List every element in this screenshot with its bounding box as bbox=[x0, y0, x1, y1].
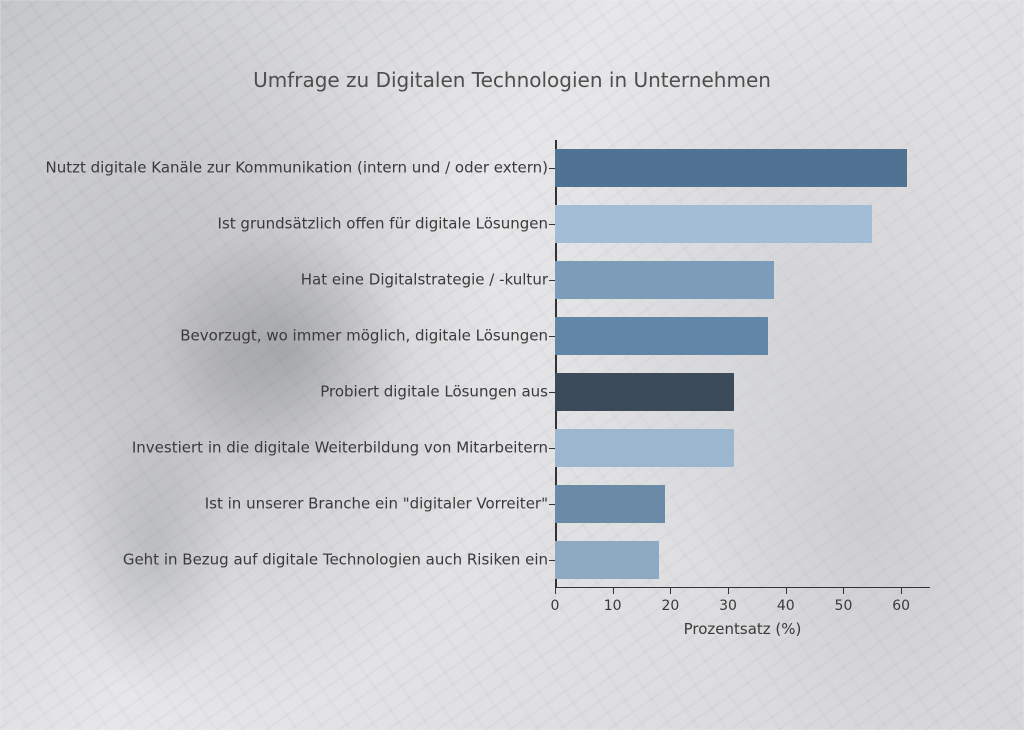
bar bbox=[555, 205, 872, 243]
x-tick bbox=[786, 588, 787, 594]
x-tick-label: 0 bbox=[551, 598, 560, 614]
x-tick-label: 40 bbox=[777, 598, 795, 614]
y-axis-category-label: Nutzt digitale Kanäle zur Kommunikation … bbox=[8, 159, 548, 176]
y-axis-category-label: Geht in Bezug auf digitale Technologien … bbox=[8, 551, 548, 568]
y-axis-category-label: Ist grundsätzlich offen für digitale Lös… bbox=[8, 215, 548, 232]
y-axis-category-label: Ist in unserer Branche ein "digitaler Vo… bbox=[8, 495, 548, 512]
bar bbox=[555, 541, 659, 579]
y-tick bbox=[549, 448, 555, 449]
y-tick bbox=[549, 280, 555, 281]
bar bbox=[555, 317, 768, 355]
x-tick bbox=[728, 588, 729, 594]
x-tick-label: 60 bbox=[892, 598, 910, 614]
y-tick bbox=[549, 504, 555, 505]
x-tick bbox=[670, 588, 671, 594]
plot-area: Prozentsatz (%) 0102030405060 bbox=[555, 140, 930, 588]
y-axis-category-label: Hat eine Digitalstrategie / -kultur bbox=[8, 271, 548, 288]
y-tick bbox=[549, 168, 555, 169]
chart-title: Umfrage zu Digitalen Technologien in Unt… bbox=[0, 68, 1024, 92]
x-axis-line bbox=[555, 587, 930, 589]
bar bbox=[555, 261, 774, 299]
x-tick bbox=[555, 588, 556, 594]
x-tick bbox=[901, 588, 902, 594]
bar bbox=[555, 429, 734, 467]
y-axis-category-label: Bevorzugt, wo immer möglich, digitale Lö… bbox=[8, 327, 548, 344]
x-tick-label: 30 bbox=[719, 598, 737, 614]
y-axis-category-label: Probiert digitale Lösungen aus bbox=[8, 383, 548, 400]
x-tick-label: 10 bbox=[604, 598, 622, 614]
x-tick bbox=[843, 588, 844, 594]
y-axis-category-label: Investiert in die digitale Weiterbildung… bbox=[8, 439, 548, 456]
y-tick bbox=[549, 392, 555, 393]
x-tick bbox=[613, 588, 614, 594]
chart-container: Umfrage zu Digitalen Technologien in Unt… bbox=[0, 0, 1024, 730]
y-tick bbox=[549, 336, 555, 337]
y-tick bbox=[549, 224, 555, 225]
bar bbox=[555, 485, 665, 523]
x-axis-label: Prozentsatz (%) bbox=[555, 620, 930, 638]
y-tick bbox=[549, 560, 555, 561]
x-tick-label: 50 bbox=[835, 598, 853, 614]
bar bbox=[555, 149, 907, 187]
bar bbox=[555, 373, 734, 411]
x-tick-label: 20 bbox=[661, 598, 679, 614]
